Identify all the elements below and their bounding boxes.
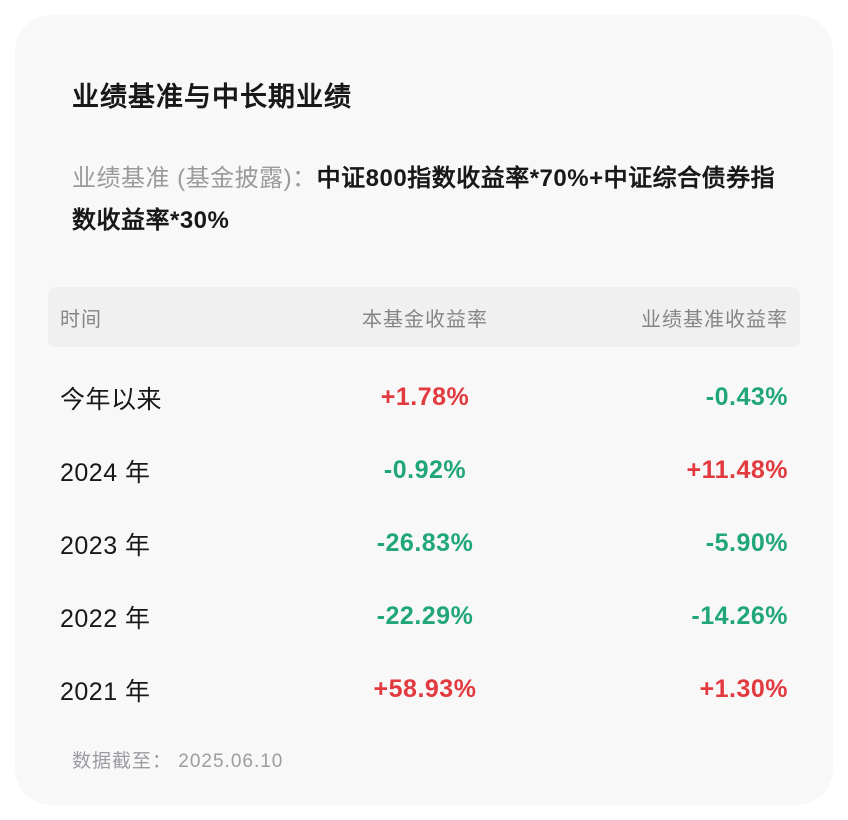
table-row: 2021 年 +58.93% +1.30% [48,653,800,726]
benchmark-description: 业绩基准 (基金披露)：中证800指数收益率*70%+中证综合债券指数收益率*3… [72,158,776,242]
table-row: 今年以来 +1.78% -0.43% [48,361,800,434]
benchmark-return-cell: +11.48% [686,456,788,484]
benchmark-return-cell: -14.26% [691,602,788,630]
period-cell: 2024 年 [60,458,151,487]
fund-return-cell: -0.92% [383,456,467,484]
benchmark-return-cell: +1.30% [699,675,788,703]
data-cutoff-note: 数据截至： 2025.06.10 [72,751,284,772]
table-row: 2023 年 -26.83% -5.90% [48,507,800,580]
period-cell: 2023 年 [60,531,151,560]
card-content: 业绩基准与中长期业绩 业绩基准 (基金披露)：中证800指数收益率*70%+中证… [48,75,800,242]
card-footer: 数据截至： 2025.06.10 [48,746,800,773]
fund-return-cell: -26.83% [376,529,474,557]
table-body: 今年以来 +1.78% -0.43% 2024 年 -0.92% +11.48% 2023 … [48,361,800,726]
card-title: 业绩基准与中长期业绩 [72,82,352,112]
table-header-row: 时间 本基金收益率 业绩基准收益率 [48,287,800,347]
column-header-fund-return: 本基金收益率 [362,308,488,331]
fund-return-cell: +1.78% [380,383,470,411]
benchmark-formula: 中证800指数收益率*70%+中证综合债券指数收益率*30% [72,165,776,234]
performance-card: 业绩基准与中长期业绩 业绩基准 (基金披露)：中证800指数收益率*70%+中证… [15,15,833,805]
column-header-time: 时间 [60,308,102,331]
period-cell: 2021 年 [60,677,151,706]
benchmark-return-cell: -5.90% [705,529,788,557]
column-header-benchmark-return: 业绩基准收益率 [641,308,788,331]
benchmark-label: 业绩基准 (基金披露)： [72,165,317,192]
fund-return-cell: +58.93% [373,675,477,703]
benchmark-return-cell: -0.43% [705,383,788,411]
table-row: 2022 年 -22.29% -14.26% [48,580,800,653]
period-cell: 2022 年 [60,604,151,633]
table-row: 2024 年 -0.92% +11.48% [48,434,800,507]
fund-return-cell: -22.29% [376,602,474,630]
period-cell: 今年以来 [60,385,163,414]
